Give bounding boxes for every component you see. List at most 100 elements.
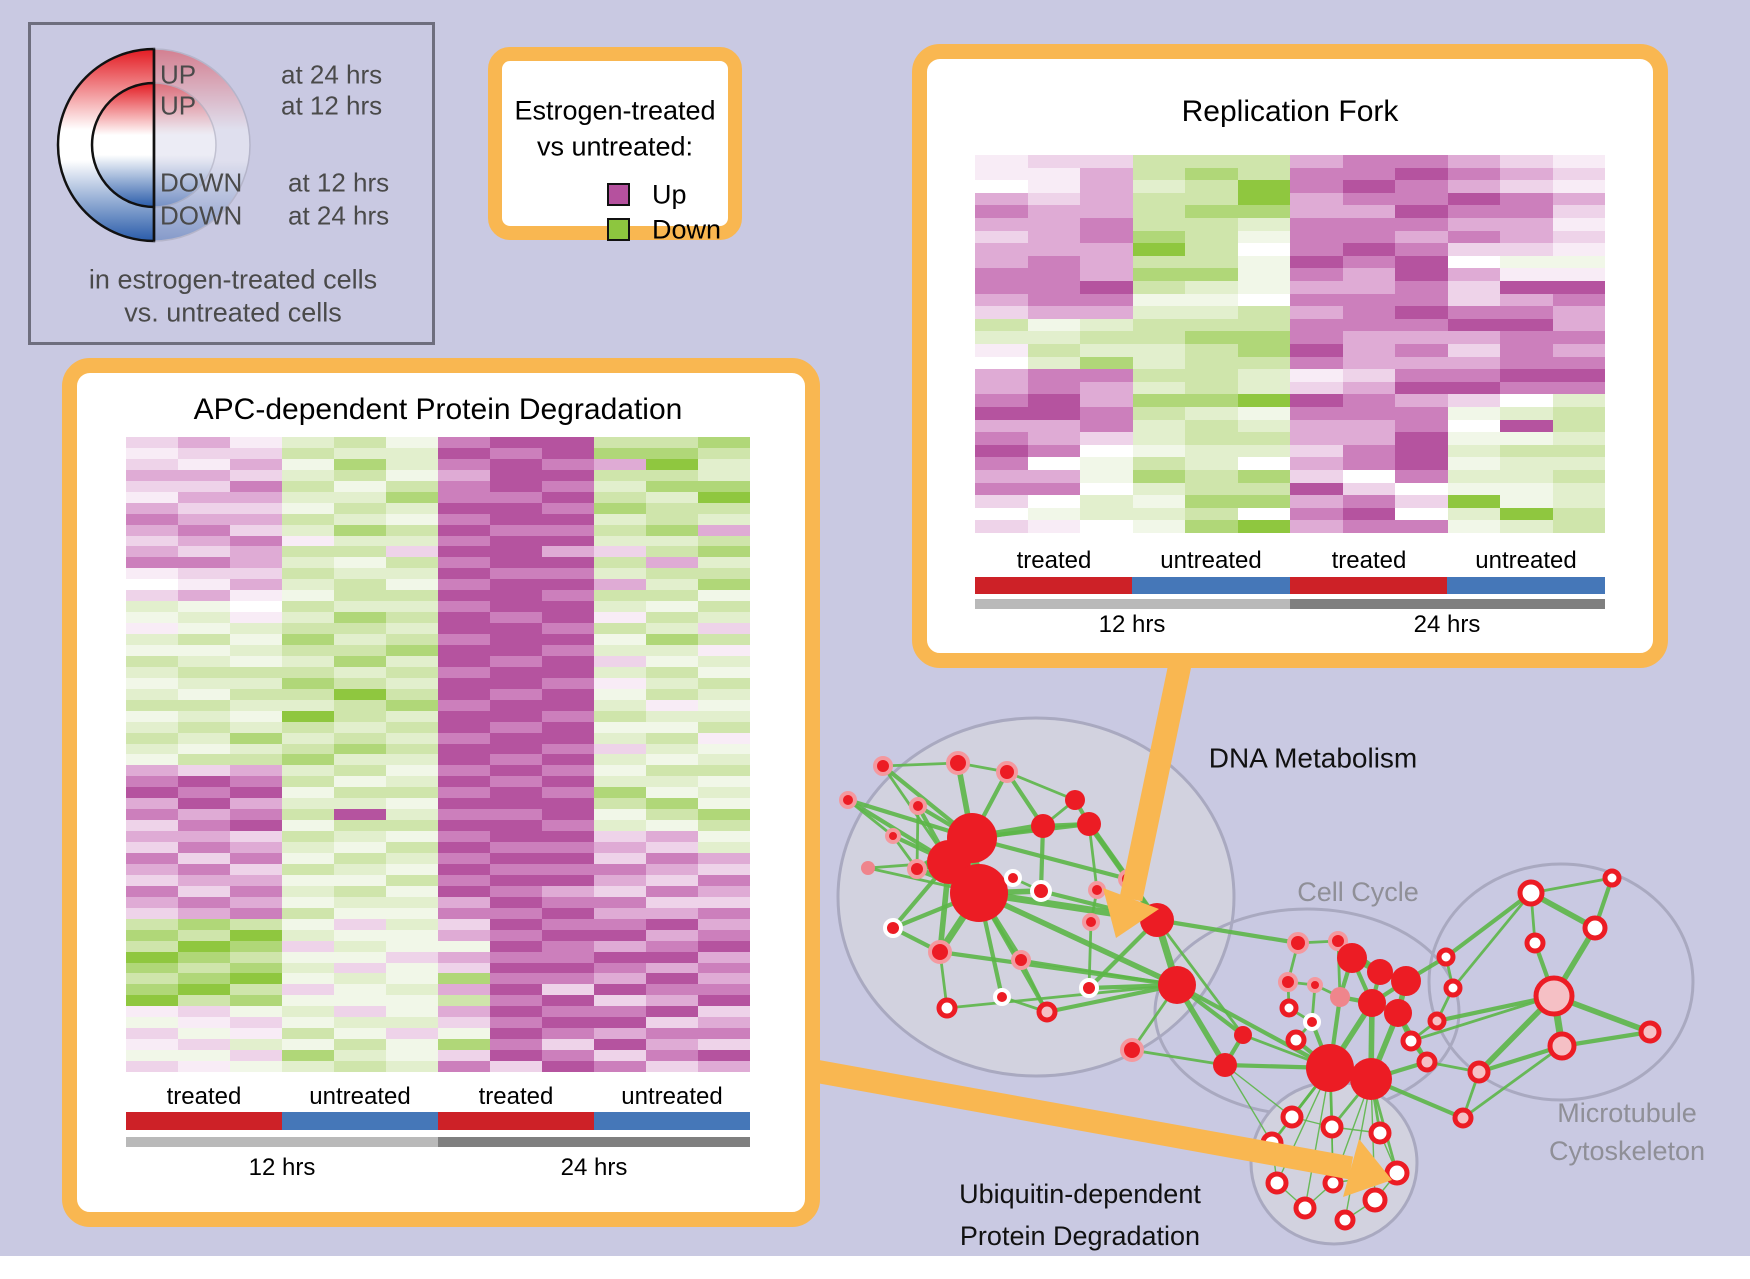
heatmap-cell: [1080, 243, 1133, 256]
heatmap-cell: [1395, 457, 1448, 470]
heatmap-cell: [1447, 167, 1500, 181]
heatmap-cell: [490, 469, 542, 481]
heatmap-cell: [975, 495, 1028, 508]
heatmap-cell: [1447, 482, 1500, 496]
heatmap-cell: [126, 962, 178, 974]
heatmap-cell: [1447, 419, 1500, 433]
heatmap-cell: [1447, 230, 1500, 244]
heatmap-cell: [975, 520, 1028, 533]
rep-12hrs-bar: [975, 599, 1290, 609]
network-edge: [1224, 1064, 1273, 1144]
heatmap-cell: [282, 962, 334, 974]
heatmap-cell: [1342, 520, 1395, 533]
gene-node-pr: [1278, 972, 1298, 992]
heatmap-cell: [282, 874, 334, 886]
heatmap-cell: [1027, 344, 1080, 357]
heatmap-cell: [126, 601, 178, 613]
heatmap-cell: [438, 612, 490, 624]
inner-ring-right-half: [153, 82, 217, 208]
heatmap-cell: [646, 557, 698, 569]
heatmap-cell: [282, 765, 334, 777]
gene-node-rp: [1638, 1020, 1662, 1044]
heatmap-cell: [542, 590, 594, 602]
heatmap-cell: [178, 612, 230, 624]
heatmap-cell: [1552, 381, 1605, 395]
heatmap-cell: [230, 645, 282, 656]
heatmap-cell: [542, 437, 594, 448]
gene-node-pr: [873, 756, 893, 776]
heatmap-cell: [1447, 344, 1500, 357]
heatmap-cell: [1185, 470, 1238, 483]
heatmap-cell: [1290, 419, 1343, 433]
heatmap-cell: [334, 984, 386, 996]
heatmap-cell: [542, 765, 594, 777]
heatmap-cell: [282, 896, 334, 908]
heatmap-cell: [975, 155, 1028, 168]
heatmap-cell: [646, 458, 698, 470]
heatmap-cell: [1500, 381, 1553, 395]
heatmap-cell: [386, 743, 438, 755]
heatmap-cell: [230, 973, 282, 985]
heatmap-cell: [646, 666, 698, 678]
heatmap-cell: [230, 535, 282, 547]
heatmap-cell: [1237, 444, 1290, 458]
heatmap-cell: [386, 666, 438, 678]
heatmap-cell: [1552, 306, 1605, 319]
heatmap-cell: [230, 754, 282, 766]
heatmap-cell: [230, 1028, 282, 1040]
heatmap-cell: [438, 437, 490, 448]
heatmap-cell: [698, 984, 750, 996]
heatmap-cell: [282, 666, 334, 678]
heatmap-cell: [1290, 432, 1343, 445]
heatmap-cell: [975, 218, 1028, 231]
heatmap-cell: [698, 502, 750, 514]
rep-untreated-bar-12h: [1132, 577, 1290, 594]
heatmap-cell: [1027, 218, 1080, 231]
heatmap-cell: [542, 513, 594, 525]
heatmap-cell: [1447, 293, 1500, 307]
heatmap-cell: [386, 469, 438, 481]
heatmap-cell: [646, 710, 698, 722]
heatmap-cell: [594, 1017, 646, 1029]
gene-node-s: [950, 864, 1008, 922]
heatmap-cell: [438, 1028, 490, 1040]
heatmap-cell: [126, 885, 178, 897]
heatmap-cell: [1027, 192, 1080, 206]
heatmap-cell: [1447, 444, 1500, 458]
heatmap-cell: [178, 940, 230, 952]
heatmap-cell: [1290, 482, 1343, 496]
heatmap-cell: [386, 754, 438, 766]
apc-24hrs-bar: [438, 1137, 750, 1147]
heatmap-cell: [126, 634, 178, 646]
heatmap-cell: [646, 437, 698, 448]
heatmap-cell: [178, 535, 230, 547]
heatmap-cell: [230, 951, 282, 963]
heatmap-cell: [230, 623, 282, 635]
heatmap-cell: [1500, 331, 1553, 344]
heatmap-cell: [1080, 167, 1133, 181]
heatmap-cell: [178, 918, 230, 930]
heatmap-cell: [1447, 507, 1500, 521]
heatmap-cell: [1395, 243, 1448, 256]
heatmap-cell: [490, 1050, 542, 1062]
heatmap-cell: [1080, 318, 1133, 332]
heatmap-cell: [230, 732, 282, 744]
heatmap-cell: [126, 787, 178, 799]
heatmap-cell: [1500, 192, 1553, 206]
heatmap-cell: [1342, 192, 1395, 206]
heatmap-cell: [178, 655, 230, 667]
heatmap-cell: [975, 407, 1028, 420]
heatmap-cell: [438, 940, 490, 952]
heatmap-cell: [1552, 167, 1605, 181]
heatmap-cell: [594, 710, 646, 722]
heatmap-cell: [178, 458, 230, 470]
heatmap-cell: [282, 842, 334, 854]
heatmap-cell: [178, 929, 230, 941]
gene-node-pr: [885, 828, 901, 844]
heatmap-cell: [542, 645, 594, 656]
heatmap-cell: [542, 1061, 594, 1072]
heatmap-cell: [542, 502, 594, 514]
heatmap-cell: [1132, 281, 1185, 294]
heatmap-cell: [646, 612, 698, 624]
heatmap-cell: [646, 754, 698, 766]
